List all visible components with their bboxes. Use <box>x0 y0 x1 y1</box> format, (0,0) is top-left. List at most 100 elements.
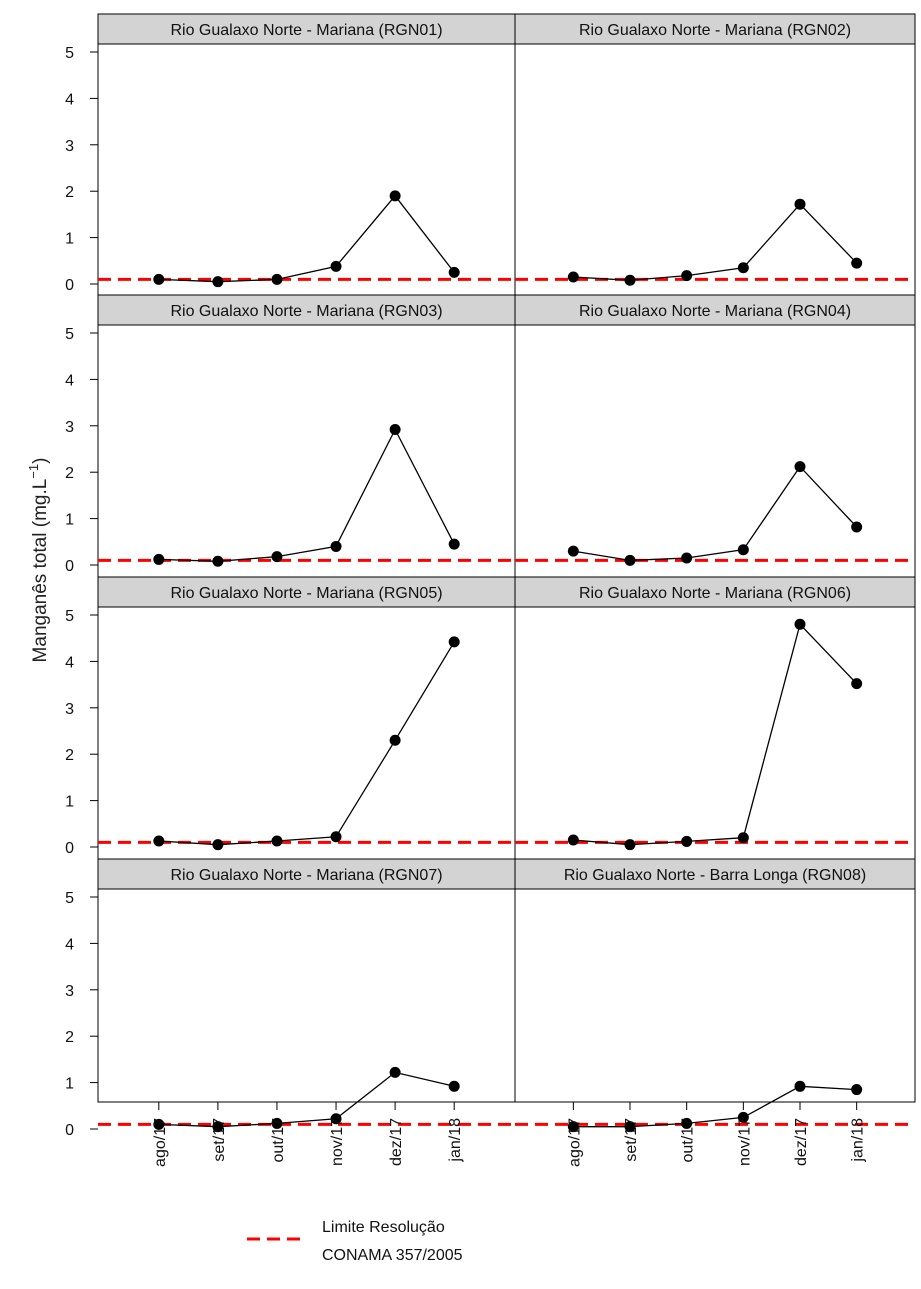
data-point <box>389 1066 401 1078</box>
x-tick-label: nov/17 <box>736 1118 753 1166</box>
series-line <box>573 465 858 562</box>
data-point <box>212 276 224 288</box>
data-point <box>681 552 693 564</box>
facet-border <box>514 606 916 860</box>
data-point <box>794 618 806 630</box>
facet-title: Rio Gualaxo Norte - Barra Longa (RGN08) <box>564 867 866 884</box>
y-tick-label: 0 <box>65 558 74 575</box>
y-tick-label: 3 <box>65 138 74 155</box>
data-point <box>389 424 401 436</box>
y-tick-label: 4 <box>65 372 74 389</box>
y-axis-label-exponent: −1 <box>26 464 41 479</box>
x-tick-label: nov/17 <box>329 1118 346 1166</box>
facet-title: Rio Gualaxo Norte - Mariana (RGN03) <box>170 303 442 320</box>
data-point <box>681 1117 693 1129</box>
legend: Limite Resolução CONAMA 357/2005 <box>247 1219 463 1264</box>
y-tick-label: 5 <box>65 608 74 625</box>
y-tick-label: 1 <box>65 1076 74 1093</box>
facet-panel: Rio Gualaxo Norte - Mariana (RGN02) <box>514 13 916 296</box>
y-tick-label: 3 <box>65 419 74 436</box>
x-tick-label: out/17 <box>680 1118 697 1163</box>
y-axis-label-close: ) <box>30 458 51 464</box>
data-point <box>624 839 636 851</box>
y-tick-label: 0 <box>65 840 74 857</box>
facet-panel: Rio Gualaxo Norte - Mariana (RGN07) <box>97 858 516 1133</box>
data-point <box>448 636 460 648</box>
x-tick-label: jan/18 <box>447 1118 464 1163</box>
y-tick-label: 4 <box>65 654 74 671</box>
data-point <box>681 835 693 847</box>
data-point <box>851 1084 863 1096</box>
series-line <box>573 1085 857 1128</box>
facet-title: Rio Gualaxo Norte - Mariana (RGN02) <box>579 22 851 39</box>
y-tick-label: 1 <box>65 512 74 529</box>
data-point <box>794 1080 806 1092</box>
facet-panel: Rio Gualaxo Norte - Mariana (RGN05) <box>97 576 516 860</box>
data-point <box>153 835 165 847</box>
y-tick-label: 1 <box>65 231 74 248</box>
data-point <box>330 831 342 843</box>
series-line <box>158 194 455 283</box>
facet-strip <box>514 294 916 326</box>
data-point <box>681 270 693 282</box>
data-point <box>567 271 579 283</box>
data-point <box>794 461 806 473</box>
data-point <box>567 834 579 846</box>
x-tick-label: out/17 <box>270 1118 287 1163</box>
series-line <box>158 1071 455 1128</box>
y-tick-label: 2 <box>65 184 74 201</box>
series-line <box>158 641 455 846</box>
data-point <box>271 835 283 847</box>
panels-layer: Rio Gualaxo Norte - Mariana (RGN01) Rio G… <box>97 13 916 1133</box>
legend-label-line1: Limite Resolução <box>322 1219 445 1236</box>
facet-strip <box>514 858 916 890</box>
data-point <box>153 1118 165 1130</box>
x-tick-label: set/17 <box>623 1118 640 1162</box>
facet-title: Rio Gualaxo Norte - Mariana (RGN01) <box>170 22 442 39</box>
y-tick-label: 0 <box>65 277 74 294</box>
y-tick-label: 4 <box>65 91 74 108</box>
x-tick-label: jan/18 <box>850 1118 867 1163</box>
x-tick-label: ago/17 <box>152 1118 169 1167</box>
data-point <box>448 1080 460 1092</box>
y-tick-label: 5 <box>65 45 74 62</box>
data-point <box>330 540 342 552</box>
y-tick-label: 5 <box>65 326 74 343</box>
x-tick-label: dez/17 <box>793 1118 810 1166</box>
x-tick-label: set/17 <box>211 1118 228 1162</box>
facet-strip <box>514 576 916 608</box>
series-line <box>573 203 858 281</box>
data-point <box>567 545 579 557</box>
facet-strip <box>514 13 916 45</box>
y-axis-label-main: Manganês total (mg.L <box>30 479 51 663</box>
facet-border <box>514 324 916 578</box>
y-tick-label: 1 <box>65 794 74 811</box>
facet-border <box>97 43 516 296</box>
facet-title: Rio Gualaxo Norte - Mariana (RGN04) <box>579 303 851 320</box>
data-point <box>330 1113 342 1125</box>
y-tick-label: 2 <box>65 1029 74 1046</box>
data-point <box>271 551 283 563</box>
y-tick-label: 2 <box>65 747 74 764</box>
data-point <box>851 257 863 269</box>
x-tick-label: dez/17 <box>388 1118 405 1166</box>
y-tick-label: 0 <box>65 1122 74 1139</box>
facet-panel: Rio Gualaxo Norte - Mariana (RGN03) <box>97 294 516 578</box>
facet-title: Rio Gualaxo Norte - Mariana (RGN05) <box>170 585 442 602</box>
data-point <box>851 678 863 690</box>
data-point <box>737 832 749 844</box>
facet-border <box>97 888 516 1103</box>
data-point <box>737 262 749 274</box>
facet-title: Rio Gualaxo Norte - Mariana (RGN06) <box>579 585 851 602</box>
data-point <box>212 839 224 851</box>
data-point <box>448 266 460 278</box>
y-tick-label: 4 <box>65 936 74 953</box>
data-point <box>389 734 401 746</box>
data-point <box>794 198 806 210</box>
axes-layer: 0 1 2 3 4 5 0 1 2 3 4 5 0 1 2 3 4 5 0 1 2 3 4 5 ago/17 set/17 out/… <box>65 45 867 1167</box>
series-line <box>158 428 455 562</box>
data-point <box>737 544 749 556</box>
x-tick-label: ago/17 <box>566 1118 583 1167</box>
facet-panel: Rio Gualaxo Norte - Mariana (RGN01) <box>97 13 516 296</box>
